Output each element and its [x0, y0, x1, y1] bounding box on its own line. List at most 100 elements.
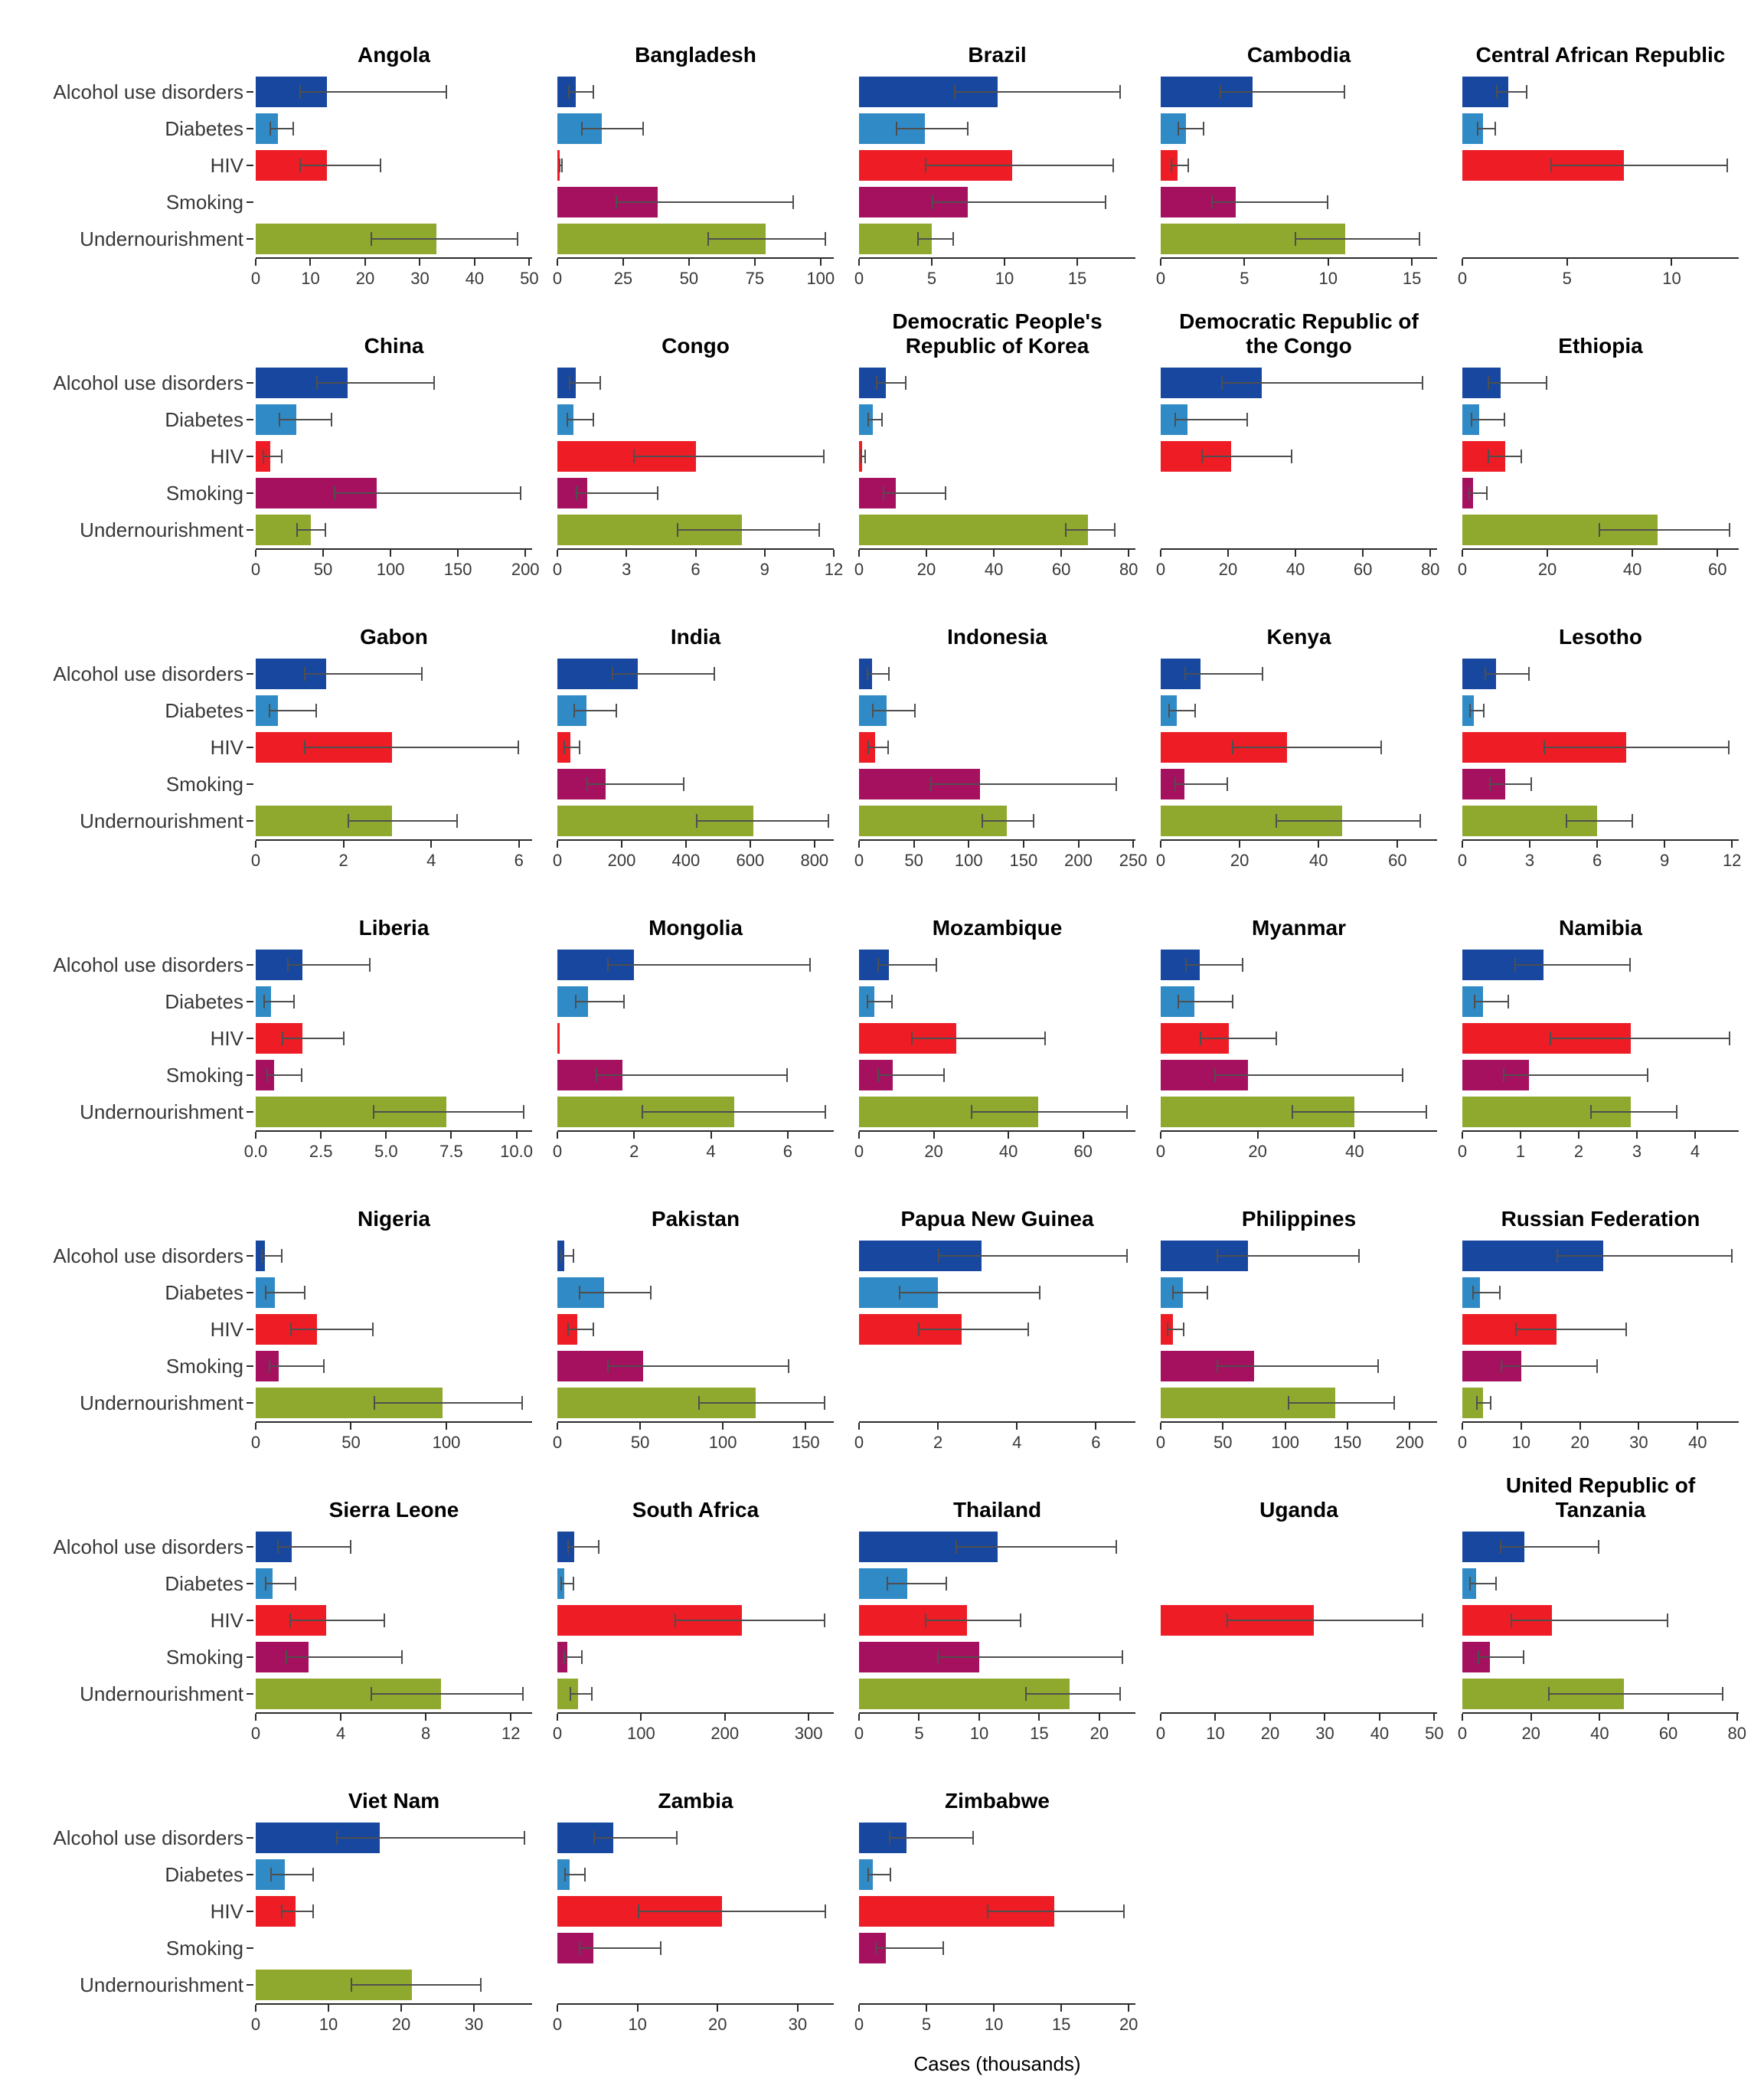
error-bar-diabetes	[567, 413, 595, 427]
plot-area	[557, 74, 834, 259]
x-tick-label: 0	[854, 1433, 864, 1452]
y-axis-labels: Alcohol use disorders Diabetes HIV Smoking U…	[3, 15, 256, 294]
x-tick-label: 6	[514, 851, 524, 870]
bar-row-smoking	[256, 1930, 532, 1966]
error-bar-diabetes	[265, 1286, 306, 1300]
error-bar-alcohol-use-disorders	[593, 1831, 678, 1845]
x-tick-label: 40	[1345, 1142, 1364, 1161]
category-label-diabetes: Diabetes	[165, 1862, 243, 1886]
x-tick-label: 300	[794, 1724, 823, 1743]
error-bar-hiv	[282, 1031, 345, 1045]
error-bar-alcohol-use-disorders	[1500, 1540, 1600, 1554]
x-tick-label: 150	[1009, 851, 1038, 870]
error-bar-smoking	[875, 1941, 944, 1955]
bar-row-smoking	[859, 1930, 1135, 1966]
plot-area	[557, 365, 834, 550]
facet-thailand: Thailand 0 5 10 15 20	[854, 1470, 1135, 1749]
bar-row-alcohol-use-disorders	[1462, 946, 1739, 983]
category-label-alcohol-use-disorders: Alcohol use disorders	[53, 371, 243, 394]
error-bar-hiv	[637, 1904, 826, 1918]
error-bar-diabetes	[1474, 995, 1509, 1009]
x-tick-label: 2.5	[309, 1142, 333, 1161]
bar-row-diabetes	[1462, 692, 1739, 729]
bar-row-smoking	[1462, 184, 1739, 221]
error-bar-undernourishment	[982, 814, 1035, 828]
x-axis: 0 10 20 30	[251, 2005, 532, 2040]
category-label-diabetes: Diabetes	[165, 116, 243, 140]
bar-row-alcohol-use-disorders	[859, 1237, 1135, 1274]
x-tick-label: 25	[613, 269, 633, 288]
category-label-smoking: Smoking	[165, 1645, 243, 1669]
x-tick-label: 20	[1218, 560, 1238, 579]
bar-row-alcohol-use-disorders	[1161, 946, 1437, 983]
bar-row-smoking	[256, 766, 532, 803]
facet-kenya: Kenya 0 20 40 60	[1156, 597, 1437, 876]
bar-row-hiv	[256, 1602, 532, 1639]
error-bar-diabetes	[263, 995, 296, 1009]
bar-row-hiv	[557, 1311, 834, 1348]
facet-title: Zambia	[658, 1788, 733, 1813]
error-bar-hiv	[1226, 1613, 1424, 1627]
y-tick-mark	[247, 456, 253, 457]
bar-row-smoking	[256, 1348, 532, 1385]
y-tick-mark	[247, 1292, 253, 1293]
x-tick-mark	[510, 1714, 512, 1721]
y-tick-mark	[247, 820, 253, 822]
x-tick-mark	[255, 2005, 256, 2012]
x-tick-mark	[858, 1423, 860, 1430]
x-tick-mark	[1566, 259, 1568, 266]
bar-row-undernourishment	[859, 1966, 1135, 2003]
y-tick-mark	[247, 1365, 253, 1367]
x-tick-mark	[1222, 1423, 1224, 1430]
x-tick-label: 150	[1333, 1433, 1362, 1452]
y-tick-mark	[247, 201, 253, 203]
bar-row-diabetes	[557, 1565, 834, 1602]
plot-area	[557, 1819, 834, 2005]
x-tick-mark	[796, 2005, 799, 2012]
x-axis: 0 50 100 150 200 250	[854, 841, 1147, 876]
x-tick-label: 4	[426, 851, 436, 870]
error-bar-undernourishment	[697, 1396, 826, 1410]
error-bar-alcohol-use-disorders	[888, 1831, 974, 1845]
error-bar-hiv	[1550, 1031, 1730, 1045]
category-label-hiv: HIV	[210, 1608, 243, 1632]
facet-title: Central African Republic	[1475, 42, 1726, 67]
error-bar-undernourishment	[707, 232, 826, 246]
x-tick-mark	[763, 550, 766, 557]
facet-congo: Congo 0 3 6 9 12	[553, 306, 843, 585]
error-bar-alcohol-use-disorders	[1488, 376, 1548, 390]
category-label-undernourishment: Undernourishment	[80, 518, 243, 541]
plot-area	[1462, 365, 1739, 550]
plot-area	[1462, 946, 1739, 1132]
x-tick-mark	[1462, 550, 1463, 557]
plot-area	[859, 1237, 1135, 1423]
x-tick-label: 150	[443, 560, 472, 579]
bar-row-undernourishment	[557, 1094, 834, 1130]
y-tick-mark	[247, 492, 253, 494]
x-tick-label: 7.5	[439, 1142, 463, 1161]
error-bar-undernourishment	[642, 1105, 826, 1119]
x-tick-mark	[1462, 1423, 1463, 1430]
error-bar-diabetes	[573, 704, 617, 718]
bar-row-diabetes	[256, 401, 532, 438]
x-tick-label: 40	[1622, 560, 1642, 579]
x-tick-mark	[722, 1423, 724, 1430]
x-tick-label: 4	[706, 1142, 716, 1161]
category-label-hiv: HIV	[210, 444, 243, 468]
bar-row-hiv	[557, 147, 834, 184]
bar-row-alcohol-use-disorders	[859, 365, 1135, 401]
x-tick-label: 6	[691, 560, 701, 579]
x-tick-mark	[1076, 259, 1078, 266]
x-tick-mark	[1462, 841, 1463, 848]
category-label-smoking: Smoking	[165, 1354, 243, 1378]
error-bar-diabetes	[867, 413, 883, 427]
bar-row-undernourishment	[1462, 512, 1739, 548]
x-tick-label: 60	[1073, 1142, 1093, 1161]
x-tick-mark	[1433, 1714, 1436, 1721]
error-bar-undernourishment	[1476, 1396, 1492, 1410]
x-tick-mark	[858, 1132, 860, 1139]
bar-row-diabetes	[256, 1274, 532, 1311]
x-tick-mark	[937, 1423, 939, 1430]
error-bar-alcohol-use-disorders	[1556, 1249, 1733, 1263]
category-label-hiv: HIV	[210, 1317, 243, 1341]
